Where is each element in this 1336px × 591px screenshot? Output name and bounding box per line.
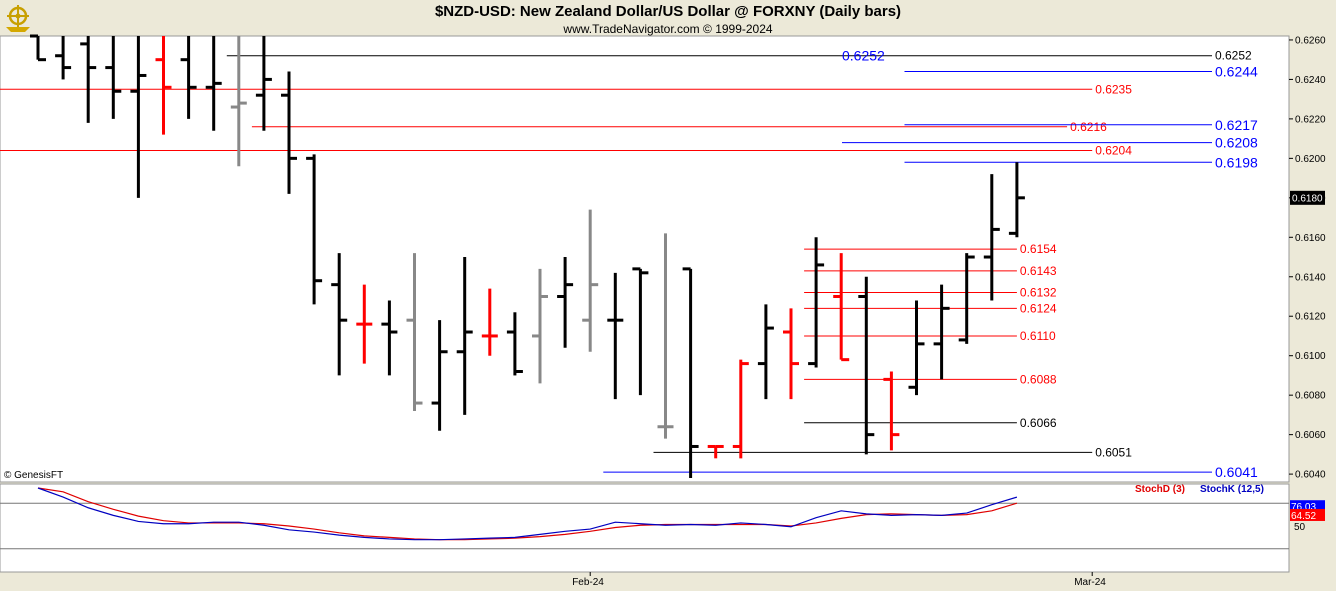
chart-subtitle: www.TradeNavigator.com © 1999-2024 (563, 22, 773, 36)
price-tick-label: 0.6240 (1295, 75, 1326, 86)
price-tick-label: 0.6040 (1295, 470, 1326, 481)
golden-ship-wheel-icon (3, 3, 33, 38)
level-label: 0.6132 (1020, 286, 1057, 300)
level-label: 0.6244 (1215, 64, 1258, 80)
level-label: 0.6198 (1215, 154, 1258, 170)
stochastic-panel (0, 483, 1290, 573)
price-panel (0, 35, 1290, 483)
stoch-k-legend: StochK (12,5) (1200, 484, 1264, 495)
date-tick-label: Mar-24 (1074, 577, 1106, 588)
price-tick-label: 0.6260 (1295, 35, 1326, 46)
date-axis: Feb-24 Mar-24 (572, 572, 1106, 588)
price-bars (30, 34, 1025, 479)
price-tick-label: 0.6140 (1295, 272, 1326, 283)
price-tick-label: 0.6200 (1295, 154, 1326, 165)
price-axis: 0.6260 0.6240 0.6220 0.6200 0.6180 0.6160 0.61… (1289, 35, 1326, 481)
price-tick-label: 0.6100 (1295, 351, 1326, 362)
level-label: 0.6041 (1215, 464, 1258, 480)
stoch-k-line (37, 487, 1018, 541)
level-label: 0.6208 (1215, 135, 1258, 151)
price-tick-label: 0.6220 (1295, 114, 1326, 125)
price-tick-label: 0.6060 (1295, 430, 1326, 441)
level-label: 0.6143 (1020, 264, 1057, 278)
last-price-box (1290, 190, 1325, 205)
level-label: 0.6235 (1095, 82, 1132, 96)
stoch-d-legend: StochD (3) (1135, 484, 1185, 495)
stoch-tick-label: 50 (1294, 522, 1306, 533)
stoch-d-value-box (1290, 508, 1325, 521)
level-label: 0.6066 (1020, 416, 1057, 430)
level-label: 0.6124 (1020, 301, 1057, 315)
stoch-k-value-box (1290, 500, 1325, 513)
copyright-label: © GenesisFT (4, 470, 63, 481)
level-label: 0.6216 (1070, 120, 1107, 134)
date-tick-label: Feb-24 (572, 577, 604, 588)
stoch-d-value: 64.52 (1291, 511, 1316, 522)
stoch-k-value: 76.03 (1291, 502, 1316, 513)
level-label: 0.6110 (1020, 329, 1056, 343)
level-label: 0.6154 (1020, 242, 1057, 256)
level-label: 0.6252 (1215, 49, 1252, 63)
level-label: 0.6204 (1095, 143, 1132, 157)
price-tick-label: 0.6160 (1295, 233, 1326, 244)
level-label: 0.6217 (1215, 117, 1258, 133)
level-label: 0.6252 (842, 48, 885, 64)
price-tick-label: 0.6120 (1295, 312, 1326, 323)
last-price-label: 0.6180 (1292, 193, 1323, 204)
level-label: 0.6051 (1095, 445, 1132, 459)
price-tick-label: 0.6080 (1295, 391, 1326, 402)
chart-title: $NZD-USD: New Zealand Dollar/US Dollar @… (434, 3, 902, 20)
level-label: 0.6088 (1020, 372, 1057, 386)
